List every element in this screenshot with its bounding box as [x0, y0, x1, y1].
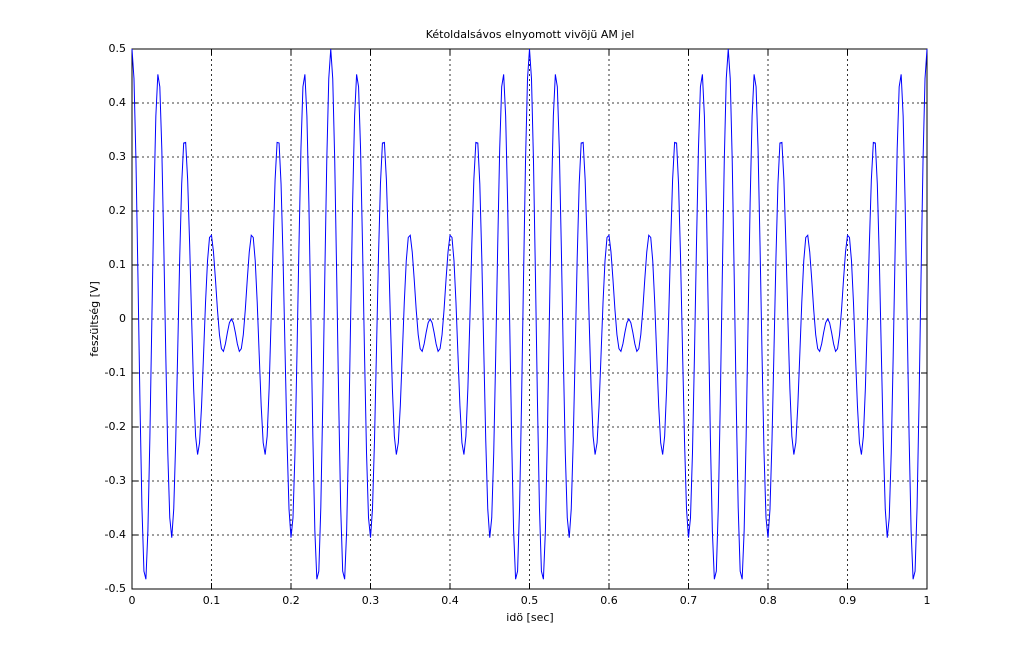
y-tick-label: 0.1	[109, 258, 127, 271]
y-tick-label: 0	[119, 312, 126, 325]
x-tick-label: 0.9	[839, 594, 857, 607]
y-tick-label: 0.4	[109, 96, 127, 109]
y-tick-label: -0.2	[105, 420, 126, 433]
x-tick-label: 0.7	[680, 594, 698, 607]
y-tick-label: -0.3	[105, 474, 126, 487]
y-axis-label: feszültség [V]	[88, 281, 101, 357]
y-tick-label: -0.4	[105, 528, 126, 541]
y-tick-label: -0.1	[105, 366, 126, 379]
x-tick-label: 0.1	[203, 594, 221, 607]
x-tick-label: 0.4	[441, 594, 459, 607]
y-tick-label: -0.5	[105, 582, 126, 595]
x-tick-label: 0.3	[362, 594, 380, 607]
x-tick-label: 0.6	[600, 594, 618, 607]
y-tick-label: 0.5	[109, 42, 127, 55]
x-tick-label: 0.5	[521, 594, 539, 607]
x-tick-label: 0	[129, 594, 136, 607]
x-tick-label: 0.8	[759, 594, 777, 607]
x-axis-label: idö [sec]	[506, 611, 553, 624]
x-tick-label: 0.2	[282, 594, 300, 607]
chart-title: Kétoldalsávos elnyomott vivöjü AM jel	[426, 28, 635, 41]
signal-line	[131, 48, 928, 580]
y-tick-label: 0.3	[109, 150, 127, 163]
y-tick-label: 0.2	[109, 204, 127, 217]
x-tick-label: 1	[924, 594, 931, 607]
